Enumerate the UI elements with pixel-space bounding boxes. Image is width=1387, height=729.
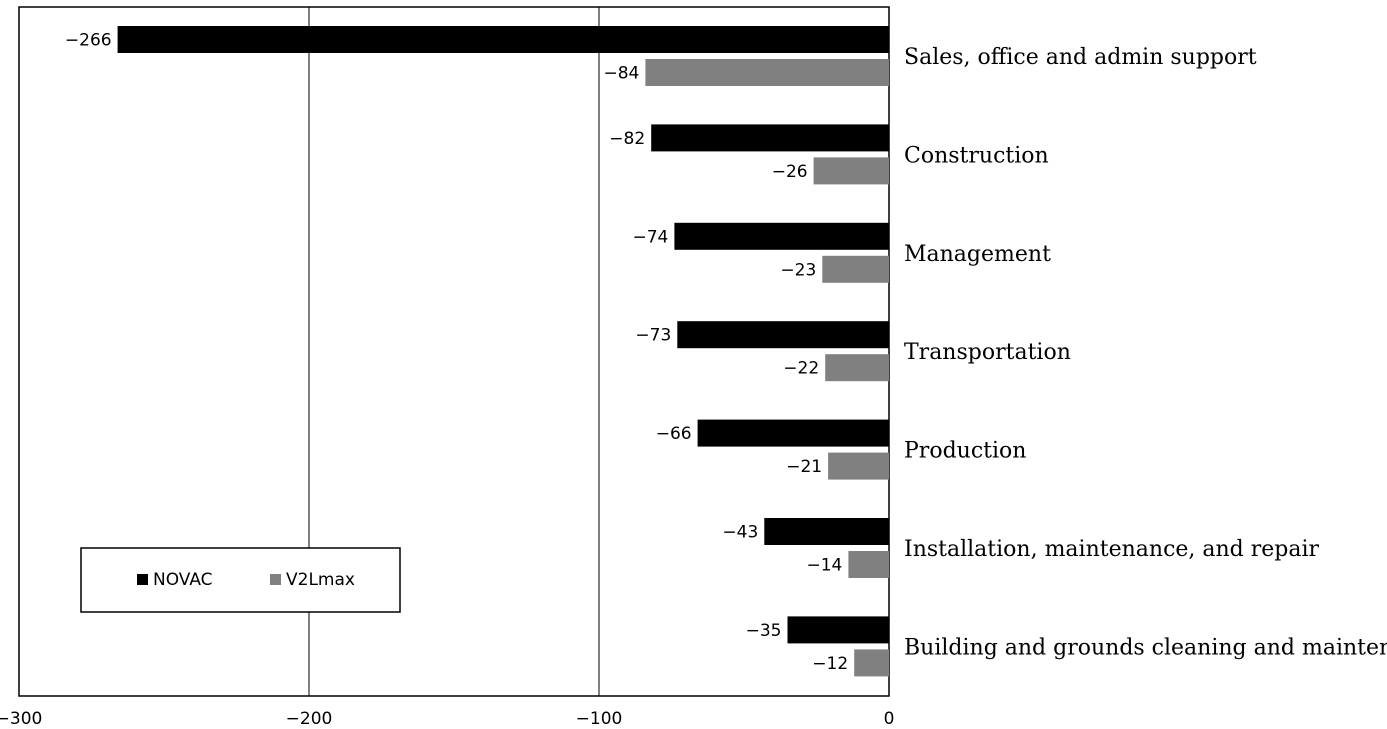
- legend-swatch-novac: [137, 574, 148, 585]
- plot-frame: [18, 6, 890, 697]
- bar-v2lmax-4: [828, 452, 889, 480]
- bar-novac-1: [651, 124, 889, 152]
- legend-frame: [80, 547, 401, 613]
- legend-label-v2lmax: V2Lmax: [286, 570, 355, 590]
- data-label-v2lmax-0: −84: [604, 64, 640, 84]
- data-label-v2lmax-1: −26: [772, 162, 808, 182]
- bars: [117, 26, 890, 677]
- data-label-novac-4: −66: [656, 424, 692, 444]
- data-label-novac-2: −74: [633, 227, 669, 247]
- category-label-5: Installation, maintenance, and repair: [904, 537, 1320, 562]
- data-labels: −266 −84 −82 −26 −74 −23 −73 −22 −66 −21 −43 −14 −35…: [65, 31, 848, 674]
- bar-novac-4: [697, 419, 889, 447]
- category-label-1: Construction: [904, 143, 1049, 168]
- data-label-v2lmax-3: −22: [783, 359, 819, 379]
- bar-v2lmax-2: [822, 255, 889, 283]
- bar-novac-6: [787, 616, 889, 644]
- category-label-0: Sales, office and admin support: [904, 45, 1257, 70]
- x-tick-label: −300: [0, 709, 42, 729]
- legend: NOVAC V2Lmax: [80, 547, 401, 613]
- category-label-6: Building and grounds cleaning and mainte…: [904, 635, 1387, 660]
- legend-label-novac: NOVAC: [153, 570, 213, 590]
- data-label-v2lmax-6: −12: [812, 654, 848, 674]
- data-label-novac-5: −43: [722, 523, 758, 543]
- category-label-3: Transportation: [904, 340, 1071, 365]
- category-label-4: Production: [904, 439, 1026, 464]
- bar-v2lmax-0: [645, 59, 889, 86]
- x-tick-label: 0: [884, 709, 895, 729]
- data-label-v2lmax-5: −14: [807, 556, 843, 576]
- data-label-novac-6: −35: [746, 621, 782, 641]
- legend-swatch-v2lmax: [270, 574, 281, 585]
- data-label-novac-0: −266: [65, 31, 112, 51]
- category-label-2: Management: [904, 242, 1051, 267]
- data-label-novac-1: −82: [609, 129, 645, 149]
- bar-novac-2: [674, 222, 889, 250]
- x-tick-label: −200: [286, 709, 333, 729]
- bar-v2lmax-6: [854, 649, 889, 677]
- bar-novac-5: [764, 518, 889, 545]
- category-labels: Sales, office and admin support Construct…: [904, 45, 1387, 660]
- data-label-v2lmax-2: −23: [780, 260, 816, 280]
- bar-v2lmax-3: [825, 354, 889, 382]
- x-tick-label: −100: [576, 709, 623, 729]
- bar-v2lmax-1: [813, 157, 889, 185]
- data-label-v2lmax-4: −21: [786, 457, 822, 477]
- bar-novac-3: [677, 321, 889, 349]
- data-label-novac-3: −73: [635, 326, 671, 346]
- x-axis-ticks: −300 −200 −100 0: [0, 709, 894, 729]
- bar-v2lmax-5: [848, 551, 889, 578]
- bar-novac-0: [117, 26, 890, 53]
